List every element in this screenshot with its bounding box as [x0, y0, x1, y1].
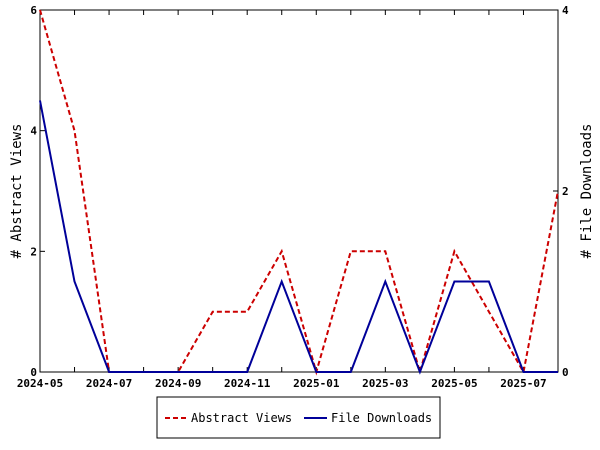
right-axis-title: # File Downloads — [579, 124, 595, 259]
left-y-tick-label: 0 — [30, 366, 37, 379]
plot-area — [39, 9, 559, 373]
x-tick-label: 2024-11 — [224, 377, 271, 390]
right-y-tick-label: 4 — [562, 4, 569, 17]
x-tick-label: 2025-07 — [500, 377, 546, 390]
legend-label-file-downloads: File Downloads — [331, 411, 432, 425]
x-tick-label: 2025-05 — [431, 377, 477, 390]
x-tick-label: 2025-01 — [293, 377, 340, 390]
left-y-tick-label: 6 — [30, 4, 37, 17]
right-y-tick-label: 0 — [562, 366, 569, 379]
x-axis-labels: 2024-05 2024-07 2024-09 2024-11 2025-01 2025-… — [17, 377, 547, 390]
x-tick-label: 2025-03 — [362, 377, 408, 390]
series-lines — [39, 9, 559, 376]
x-tick-label: 2024-07 — [86, 377, 132, 390]
left-y-tick-label: 4 — [30, 125, 37, 138]
left-y-tick-label: 2 — [30, 245, 37, 258]
x-tick-label: 2024-05 — [17, 377, 63, 390]
left-y-axis-ticks: 0 2 4 6 — [30, 4, 45, 379]
right-y-tick-label: 2 — [562, 185, 569, 198]
series-line-file-downloads — [39, 100, 558, 375]
legend: Abstract Views File Downloads — [156, 396, 441, 439]
left-axis-title: # Abstract Views — [9, 124, 25, 259]
legend-label-abstract-views: Abstract Views — [191, 411, 292, 425]
x-tick-label: 2024-09 — [155, 377, 201, 390]
legend-box — [156, 396, 441, 439]
